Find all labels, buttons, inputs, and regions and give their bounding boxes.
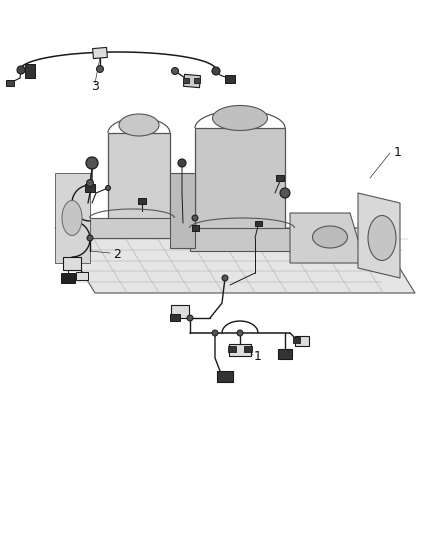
Circle shape [222, 275, 228, 281]
Polygon shape [228, 346, 236, 352]
Circle shape [187, 315, 193, 321]
Circle shape [106, 185, 110, 190]
Polygon shape [6, 80, 14, 86]
Polygon shape [63, 256, 81, 270]
Polygon shape [90, 218, 175, 238]
Circle shape [237, 330, 243, 336]
Polygon shape [55, 228, 415, 293]
Polygon shape [293, 337, 300, 343]
Circle shape [96, 66, 103, 72]
Polygon shape [278, 349, 292, 359]
Polygon shape [170, 173, 195, 248]
Circle shape [87, 235, 93, 241]
Circle shape [178, 159, 186, 167]
Polygon shape [244, 346, 252, 352]
Polygon shape [171, 304, 189, 318]
Ellipse shape [368, 215, 396, 261]
Polygon shape [290, 213, 365, 263]
Ellipse shape [312, 226, 347, 248]
Polygon shape [217, 370, 233, 382]
Polygon shape [195, 128, 285, 238]
Circle shape [86, 180, 93, 187]
Polygon shape [254, 221, 261, 225]
Polygon shape [194, 77, 200, 83]
Polygon shape [170, 313, 180, 320]
Ellipse shape [119, 114, 159, 136]
Text: 1: 1 [394, 147, 402, 159]
Text: 1: 1 [254, 351, 262, 364]
Polygon shape [229, 344, 251, 356]
Circle shape [212, 67, 220, 75]
Ellipse shape [62, 200, 82, 236]
Polygon shape [85, 184, 95, 192]
Circle shape [212, 330, 218, 336]
Polygon shape [76, 272, 88, 280]
Polygon shape [276, 175, 284, 181]
Circle shape [280, 188, 290, 198]
Polygon shape [25, 64, 35, 78]
Polygon shape [358, 193, 400, 278]
Circle shape [86, 157, 98, 169]
Polygon shape [61, 273, 75, 283]
Polygon shape [108, 133, 170, 223]
Text: 3: 3 [91, 79, 99, 93]
Polygon shape [138, 198, 146, 204]
Polygon shape [55, 173, 90, 263]
Circle shape [17, 66, 25, 74]
Polygon shape [92, 47, 107, 59]
Polygon shape [183, 77, 189, 83]
Polygon shape [225, 75, 235, 83]
Ellipse shape [212, 106, 268, 131]
Circle shape [192, 215, 198, 221]
Polygon shape [295, 336, 309, 346]
Text: 2: 2 [113, 248, 121, 262]
Polygon shape [184, 74, 201, 87]
Polygon shape [191, 225, 198, 231]
Polygon shape [190, 228, 295, 251]
Circle shape [172, 68, 179, 75]
